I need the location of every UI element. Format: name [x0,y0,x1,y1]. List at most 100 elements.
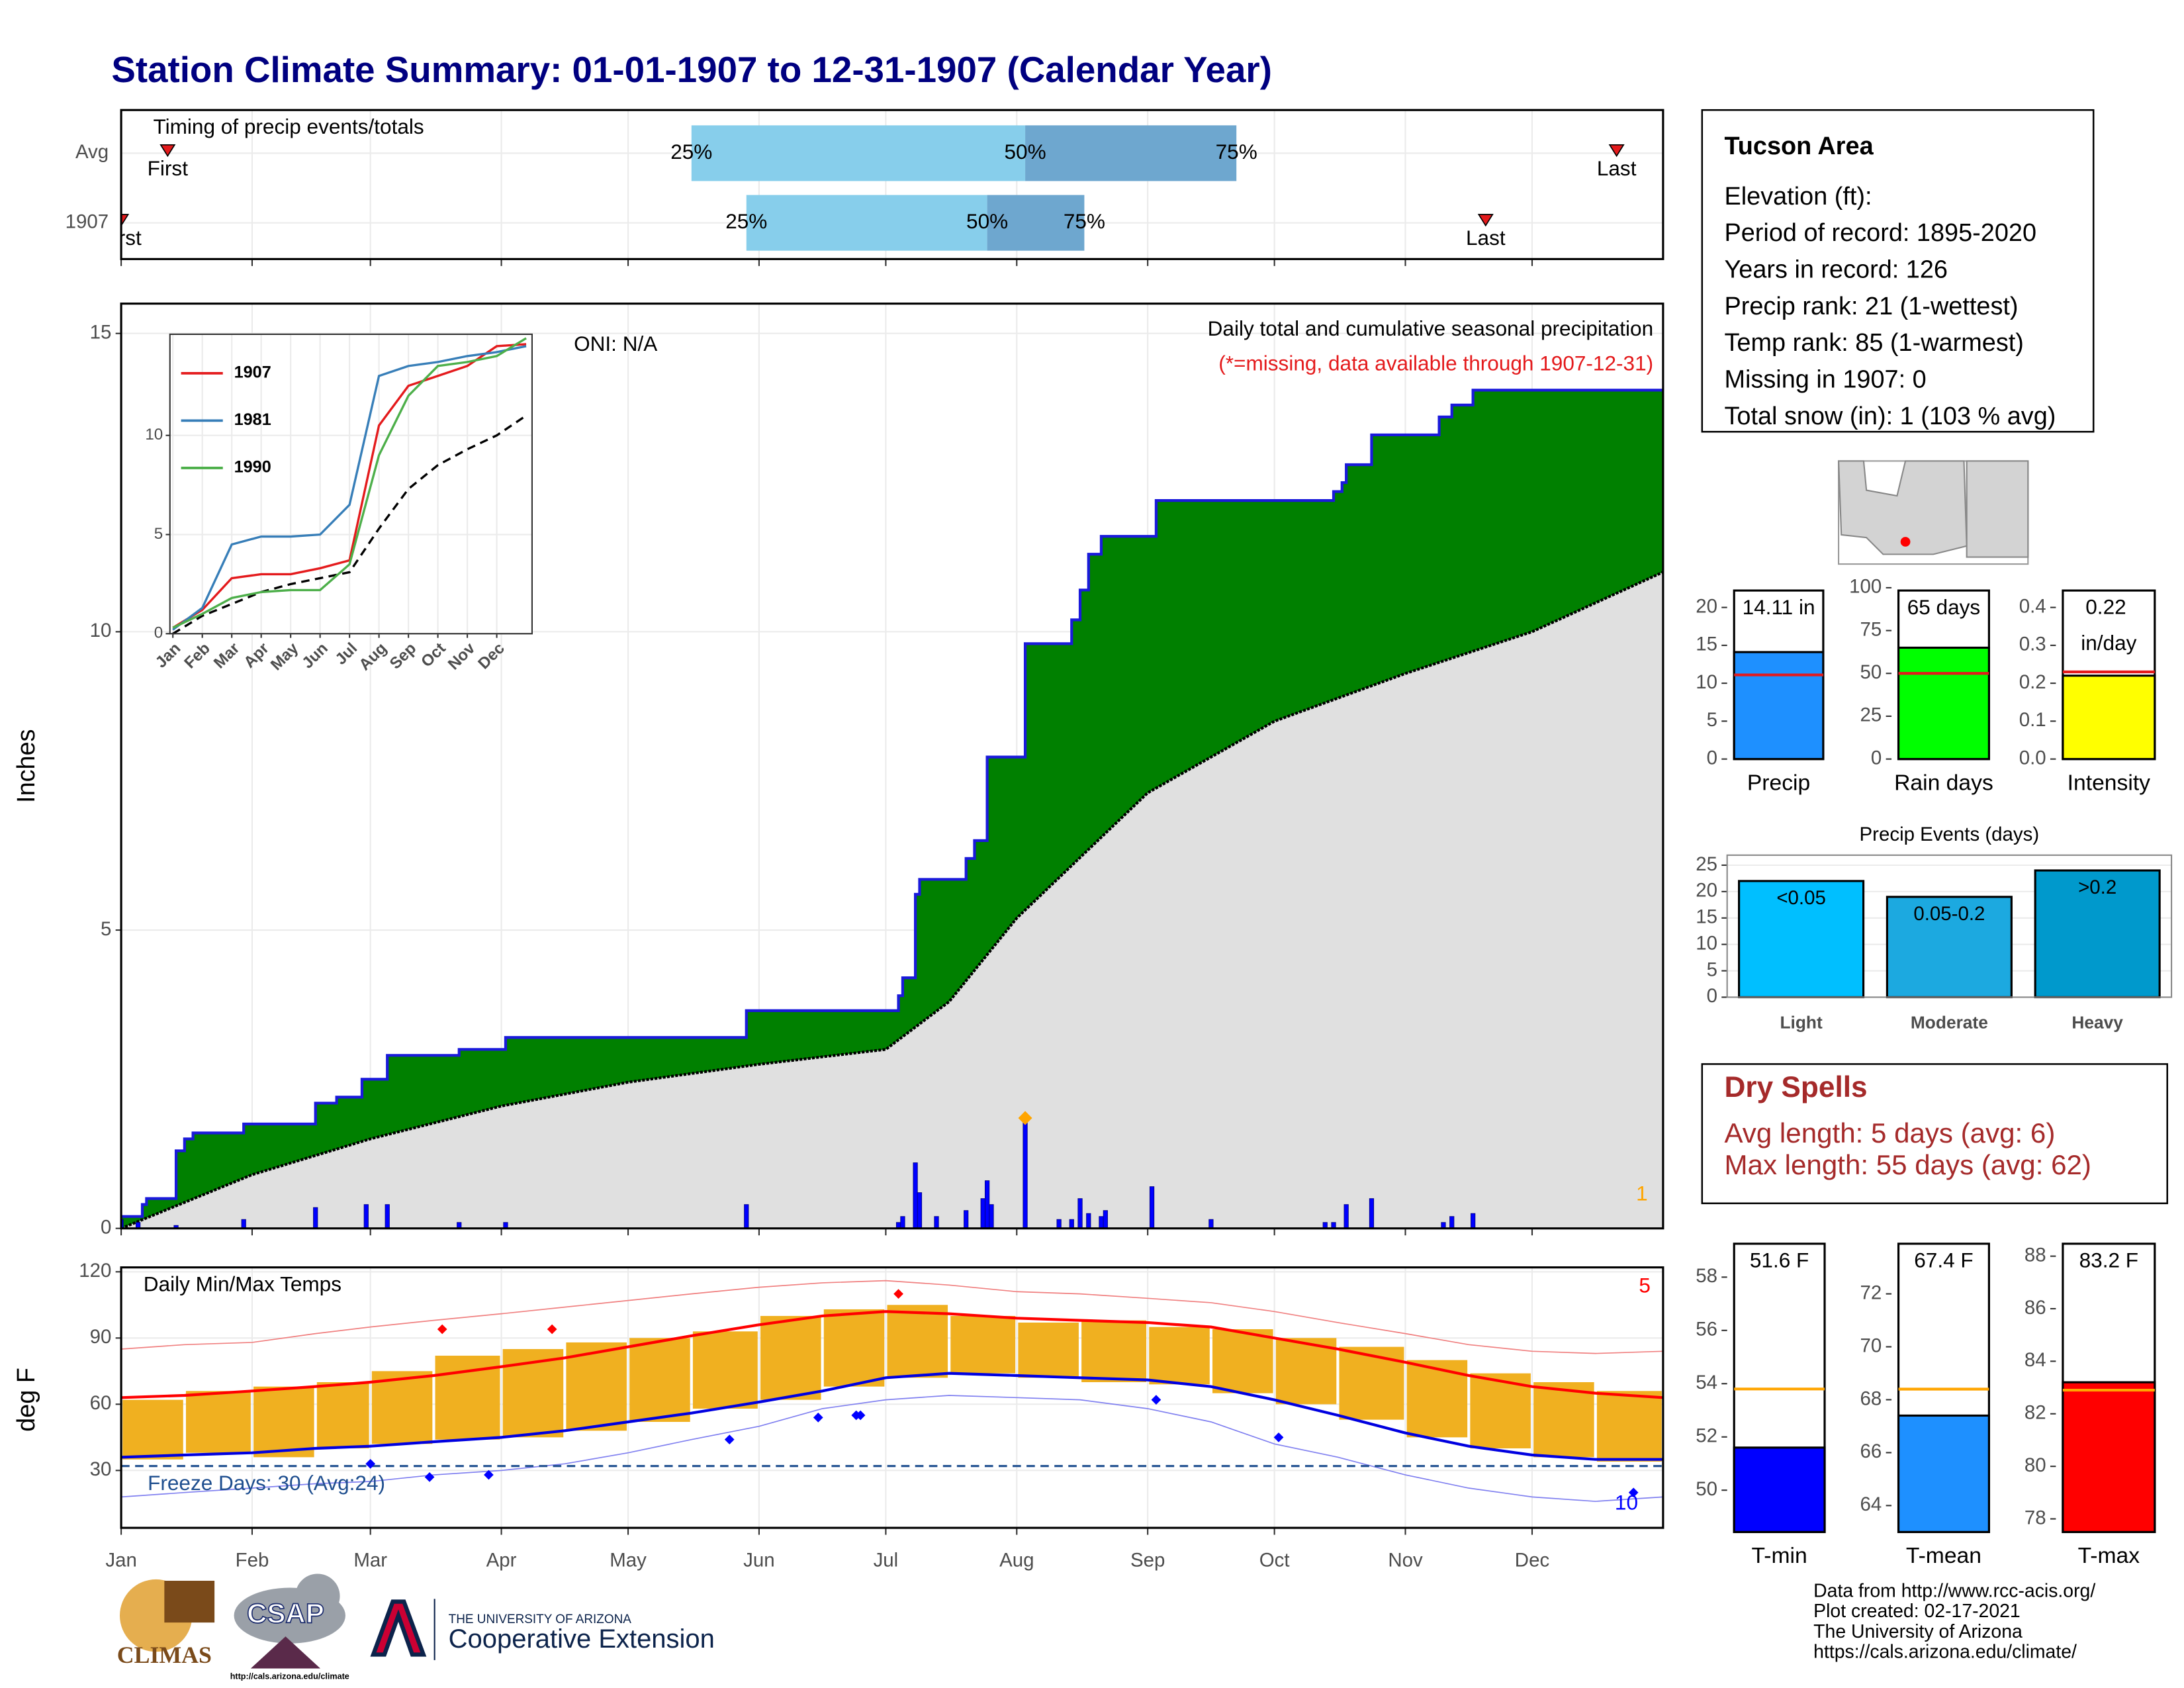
first-marker [159,144,176,158]
x-tick-label: Feb [236,1549,269,1571]
daily-bar [1086,1213,1091,1229]
legend-label: 1981 [234,410,271,429]
max-marker [1018,1111,1032,1125]
series-line [172,337,527,629]
temp-bar [760,1315,821,1400]
value-label: 14.11 in [1743,595,1815,619]
y-tick-label: 10 [1696,932,1717,954]
record-low-marker [1273,1432,1284,1442]
temp-bar [887,1305,948,1378]
daily-bar [980,1198,985,1229]
y-tick-label: 70 [1860,1335,1882,1356]
y-tick-label: 78 [2025,1507,2046,1528]
map-state [1966,460,2029,558]
y-tick-label: 15 [1696,906,1717,928]
x-axis-label: T-min [1752,1544,1807,1568]
quartile-label: 75% [1216,140,1257,164]
y-tick-label: 64 [1860,1493,1882,1515]
temps-title: Daily Min/Max Temps [144,1272,341,1295]
precip-note: (*=missing, data available through 1907-… [1218,352,1653,375]
y-tick-label: 5 [1707,959,1717,980]
y-tick-label: 5 [154,525,163,543]
y-tick-label: 5 [101,918,111,940]
x-tick-label: Jun [743,1549,774,1571]
x-tick-label: Nov [1388,1549,1423,1571]
y-tick-label: 0.3 [2019,633,2046,655]
daily-bar [363,1204,369,1229]
station-line: Elevation (ft): [1724,183,1872,211]
y-tick-label: 5 [1707,709,1717,731]
daily-bar [1471,1213,1476,1229]
temp-bar [253,1386,314,1458]
y-tick-label: 25 [1860,704,1882,726]
dry-spells-title: Dry Spells [1724,1071,1867,1103]
station-name: Tucson Area [1724,132,1874,160]
x-tick-label: Mar [353,1549,387,1571]
daily-bar [1208,1219,1214,1229]
plot-area [121,1280,1663,1502]
bar [1733,1446,1826,1533]
y-tick-label: 88 [2025,1244,2046,1266]
daily-bar [121,1219,124,1229]
y-tick-label: 20 [1696,880,1717,902]
value-label: 51.6 F [1750,1248,1809,1272]
y-tick-label: 25 [1696,853,1717,875]
station-line: Temp rank: 85 (1-warmest) [1724,329,2023,357]
location-map [1837,460,2029,565]
oni-label: ONI: N/A [574,332,657,355]
y-tick-label: 10 [90,620,112,641]
temp-bar [629,1338,690,1423]
first-label: First [148,156,189,180]
x-axis-label: T-mean [1906,1544,1981,1568]
y-tick-label: 15 [1696,633,1717,655]
map-station [1900,537,1911,547]
y-tick-label: 0.0 [2019,747,2046,769]
temp-bar [1339,1346,1404,1420]
y-tick-label: 30 [90,1458,112,1480]
daily-bar [1343,1204,1349,1229]
cumulative-outline [121,389,1663,1218]
last-label: Last [1597,156,1637,180]
footer-line: https://cals.arizona.edu/climate/ [1813,1641,2077,1662]
panel-border [120,1266,1664,1529]
daily-bar [241,1219,246,1229]
bin-label: 0.05-0.2 [1913,903,1985,925]
temp-bar [122,1399,183,1460]
y-tick-label: 52 [1696,1425,1717,1447]
quartile-label: 25% [725,209,767,233]
y-tick-label: 50 [1860,661,1882,683]
first-label: First [101,226,142,250]
y-tick-label: 10 [1696,671,1717,693]
x-tick-label: Aug [999,1549,1034,1571]
precip-subtitle: Daily total and cumulative seasonal prec… [1208,316,1653,340]
average-area [121,572,1663,1229]
quartile-label: 75% [1064,209,1105,233]
quartile-label: 50% [966,209,1008,233]
x-axis-label: Rain days [1894,771,1993,795]
climas-shape [164,1580,215,1623]
daily-bar [1069,1219,1074,1229]
temp-bar [316,1382,369,1449]
record-high-marker [547,1324,557,1335]
x-tick-label: Light [1780,1012,1823,1032]
y-tick-label: 100 [1849,576,1882,598]
ua-unit: Cooperative Extension [449,1624,715,1654]
daily-bar [385,1204,390,1229]
quartile-bar [746,195,987,251]
record-low-marker [855,1410,866,1421]
freeze-label: Freeze Days: 30 (Avg:24) [148,1471,385,1495]
y-tick-label: 58 [1696,1265,1717,1287]
footer-line: Data from http://www.rcc-acis.org/ [1813,1580,2095,1601]
temp-bar [185,1391,251,1453]
station-line: Years in record: 126 [1724,256,1948,283]
panel-border [120,109,1664,260]
plot-area: 25% 50% 75% First Last 25% 50% 75% First Last [101,125,1663,251]
value-label: 83.2 F [2079,1248,2138,1272]
temp-bar [1406,1360,1468,1438]
record-high-count: 5 [1639,1273,1651,1297]
daily-bar [1099,1216,1104,1229]
daily-bar [1056,1219,1062,1229]
y-tick-label: 56 [1696,1319,1717,1340]
quartile-label: 50% [1004,140,1046,164]
